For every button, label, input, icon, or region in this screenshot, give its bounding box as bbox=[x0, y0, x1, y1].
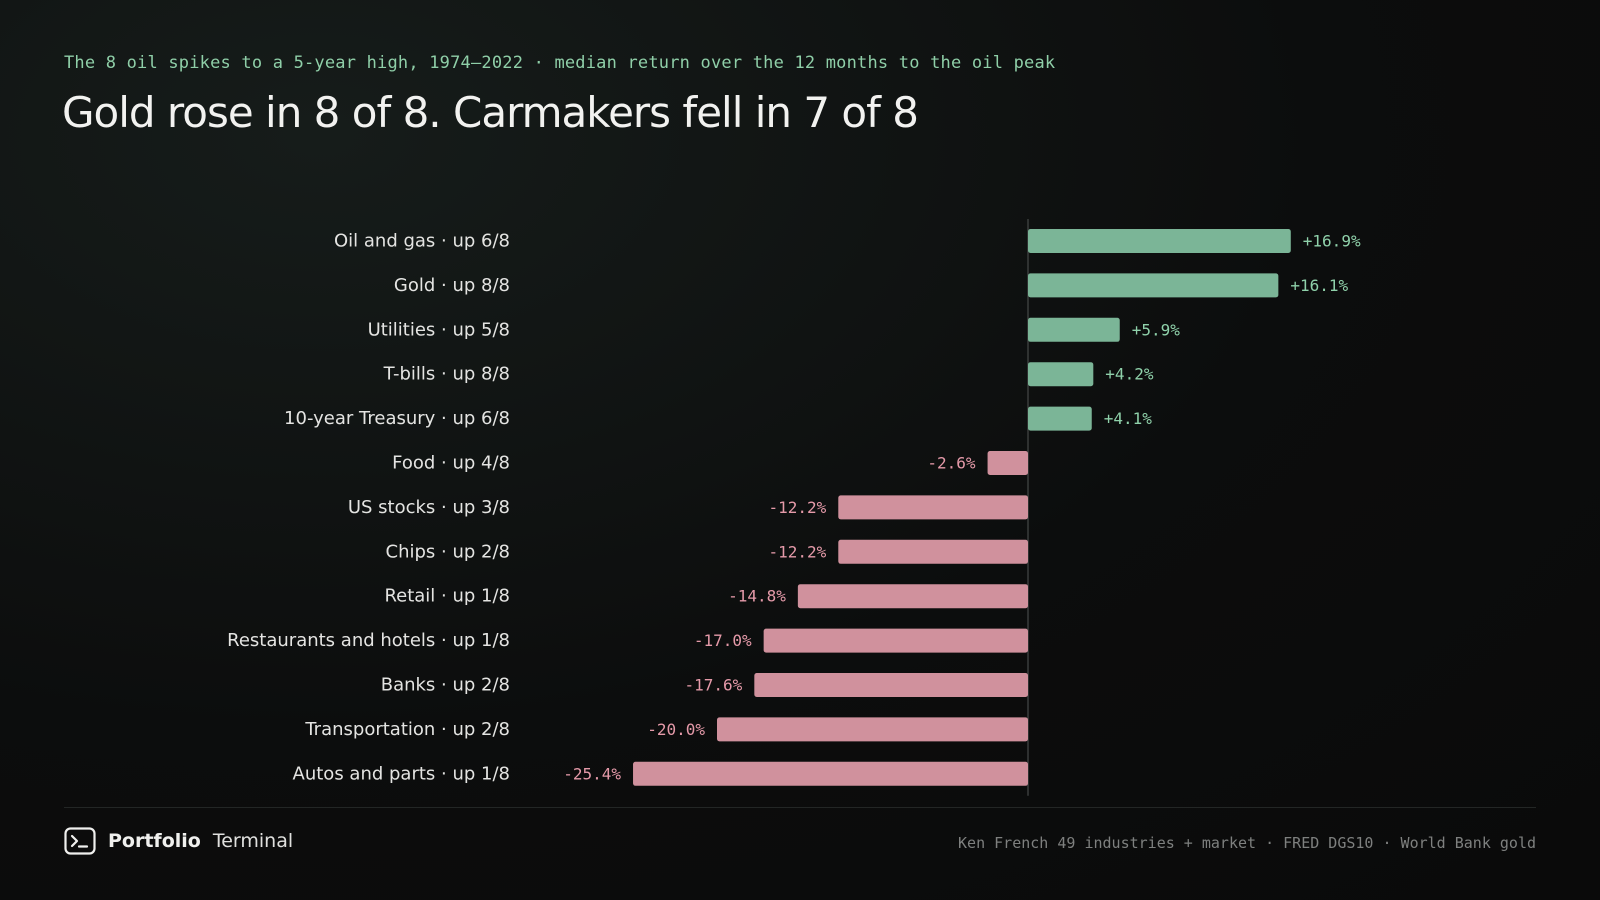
value-label: -14.8% bbox=[728, 587, 786, 606]
chart-subtitle: The 8 oil spikes to a 5-year high, 1974–… bbox=[64, 53, 1056, 73]
bar bbox=[754, 673, 1028, 697]
bar bbox=[797, 584, 1028, 609]
brand-name-bold: Portfolio bbox=[108, 830, 201, 852]
category-label: US stocks · up 3/8 bbox=[348, 497, 510, 518]
bar bbox=[1028, 406, 1092, 431]
bar-chart: Oil and gas · up 6/8 +16.9% Gold · up 8/8 +… bbox=[227, 219, 1361, 796]
bar bbox=[987, 451, 1028, 475]
bar bbox=[838, 539, 1028, 564]
bar bbox=[838, 495, 1028, 520]
value-label: -12.2% bbox=[768, 498, 826, 517]
bar bbox=[717, 717, 1028, 742]
bar bbox=[1028, 273, 1279, 298]
category-label: Autos and parts · up 1/8 bbox=[293, 763, 510, 784]
value-label: +16.9% bbox=[1303, 232, 1361, 251]
value-label: +5.9% bbox=[1132, 320, 1181, 339]
bar bbox=[1028, 362, 1094, 387]
category-label: Chips · up 2/8 bbox=[386, 541, 510, 562]
category-label: Gold · up 8/8 bbox=[394, 275, 510, 296]
chart-title: Gold rose in 8 of 8. Carmakers fell in 7… bbox=[62, 88, 919, 137]
value-label: +4.2% bbox=[1105, 365, 1154, 384]
bar bbox=[633, 761, 1028, 786]
value-label: +4.1% bbox=[1104, 409, 1153, 428]
bar bbox=[763, 628, 1028, 653]
source-note: Ken French 49 industries + market · FRED… bbox=[958, 834, 1536, 852]
category-label: Banks · up 2/8 bbox=[381, 675, 510, 696]
category-label: Transportation · up 2/8 bbox=[304, 719, 510, 740]
bar bbox=[1028, 229, 1291, 253]
category-label: Utilities · up 5/8 bbox=[368, 319, 510, 340]
brand: Portfolio Terminal bbox=[64, 827, 293, 855]
category-label: 10-year Treasury · up 6/8 bbox=[284, 408, 510, 429]
footer-divider bbox=[64, 807, 1536, 808]
value-label: -17.0% bbox=[694, 631, 752, 650]
value-label: -17.6% bbox=[685, 676, 743, 695]
category-label: Oil and gas · up 6/8 bbox=[334, 231, 510, 252]
brand-name-light: Terminal bbox=[212, 830, 294, 852]
category-label: Restaurants and hotels · up 1/8 bbox=[227, 630, 510, 651]
value-label: -25.4% bbox=[563, 764, 621, 783]
value-label: -20.0% bbox=[647, 720, 705, 739]
terminal-prompt-icon bbox=[64, 827, 96, 855]
category-label: Retail · up 1/8 bbox=[384, 586, 510, 607]
bar-group: Oil and gas · up 6/8 +16.9% Gold · up 8/8 +… bbox=[227, 219, 1361, 796]
category-label: T-bills · up 8/8 bbox=[383, 364, 510, 385]
bar bbox=[1028, 317, 1120, 342]
value-label: -2.6% bbox=[927, 454, 976, 473]
category-label: Food · up 4/8 bbox=[392, 453, 510, 474]
value-label: +16.1% bbox=[1290, 276, 1348, 295]
value-label: -12.2% bbox=[768, 542, 826, 561]
